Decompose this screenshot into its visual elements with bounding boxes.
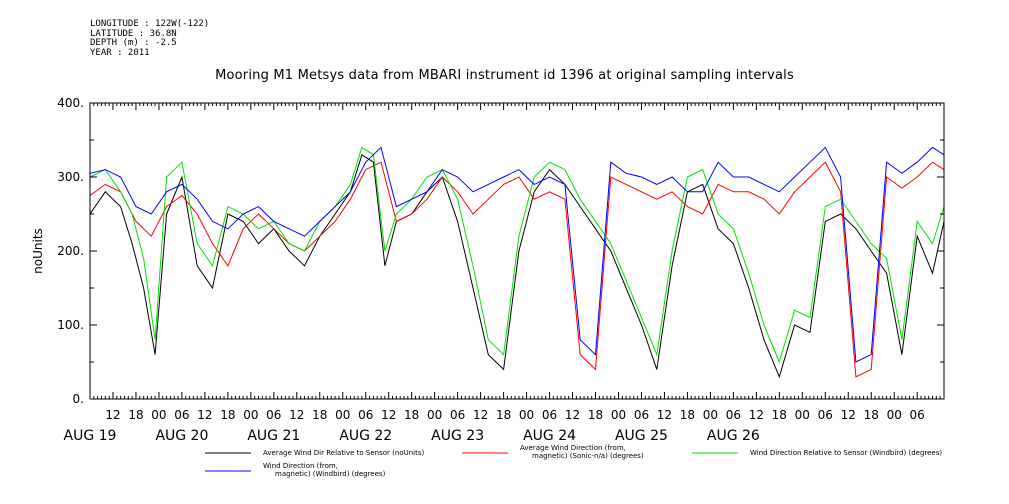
x-tick-label: 18	[680, 408, 695, 422]
x-tick-label: 00	[151, 408, 166, 422]
x-tick-label: 18	[496, 408, 511, 422]
x-tick-label: 12	[565, 408, 580, 422]
x-tick-label: 12	[197, 408, 212, 422]
x-tick-label: 18	[772, 408, 787, 422]
x-tick-label: 00	[243, 408, 258, 422]
meta-longitude: LONGITUDE : 122W(-122)	[90, 19, 210, 29]
x-day-label: AUG 21	[247, 428, 300, 444]
x-tick-label: 06	[266, 408, 281, 422]
y-tick-label: 200.	[57, 244, 84, 258]
series-line-3	[89, 146, 945, 363]
x-tick-label: 12	[749, 408, 764, 422]
x-day-label: AUG 23	[431, 428, 484, 444]
legend-label-3: Wind Direction (from, magnetic) (Windbird…	[263, 462, 386, 478]
chart-title: Mooring M1 Metsys data from MBARI instru…	[215, 68, 794, 83]
series-line-1	[89, 161, 945, 378]
axis-ticks: 12 18 00 06 12 18 00 06 12 18 00 06 12 18 00 06 12 18 00 06…	[57, 96, 945, 444]
x-day-label: AUG 22	[339, 428, 392, 444]
x-tick-label: 12	[289, 408, 304, 422]
series-line-2	[89, 146, 945, 364]
series-line-0	[89, 154, 945, 379]
x-tick-label: 06	[726, 408, 741, 422]
x-tick-label: 00	[427, 408, 442, 422]
x-tick-label: 12	[473, 408, 488, 422]
x-tick-label: 06	[358, 408, 373, 422]
y-tick-label: 300.	[57, 170, 84, 184]
x-day-label: AUG 19	[64, 428, 117, 444]
y-tick-label: 0.	[73, 392, 84, 406]
y-tick-label: 400.	[57, 96, 84, 110]
x-tick-label: 06	[634, 408, 649, 422]
meta-latitude: LATITUDE : 36.8N	[90, 28, 177, 39]
x-tick-label: 00	[335, 408, 350, 422]
x-day-label: AUG 24	[523, 428, 576, 444]
y-tick-label: 100.	[57, 318, 84, 332]
x-tick-label: 18	[588, 408, 603, 422]
legend: Average Wind Dir Relative to Sensor (noU…	[205, 444, 942, 478]
legend-label-1: Average Wind Direction (from, magnetic) (…	[520, 444, 644, 460]
x-tick-label: 06	[818, 408, 833, 422]
x-tick-label: 12	[657, 408, 672, 422]
x-tick-label: 06	[450, 408, 465, 422]
y-axis-label: noUnits	[31, 228, 45, 274]
x-tick-label: 06	[910, 408, 925, 422]
x-tick-label: 12	[381, 408, 396, 422]
meta-depth: DEPTH (m) : -2.5	[90, 38, 177, 48]
legend-label-0: Average Wind Dir Relative to Sensor (noU…	[263, 449, 424, 457]
x-tick-label: 00	[795, 408, 810, 422]
x-tick-label: 06	[542, 408, 557, 422]
x-tick-label: 00	[611, 408, 626, 422]
x-tick-label: 18	[128, 408, 143, 422]
x-tick-label: 00	[887, 408, 902, 422]
x-tick-label: 00	[703, 408, 718, 422]
x-tick-label: 18	[220, 408, 235, 422]
x-tick-label: 18	[404, 408, 419, 422]
x-tick-label: 12	[841, 408, 856, 422]
x-tick-label: 18	[864, 408, 879, 422]
x-tick-label: 00	[519, 408, 534, 422]
legend-label-2: Wind Direction Relative to Sensor (Windb…	[750, 449, 942, 457]
metadata-block: LONGITUDE : 122W(-122) LATITUDE : 36.8N …	[90, 19, 210, 58]
meta-year: YEAR : 2011	[90, 47, 150, 58]
x-tick-label: 12	[105, 408, 120, 422]
x-day-label: AUG 26	[707, 428, 760, 444]
x-day-label: AUG 25	[615, 428, 668, 444]
x-tick-label: 06	[174, 408, 189, 422]
plot-lines	[89, 146, 945, 379]
x-tick-label: 18	[312, 408, 327, 422]
x-day-label: AUG 20	[155, 428, 208, 444]
